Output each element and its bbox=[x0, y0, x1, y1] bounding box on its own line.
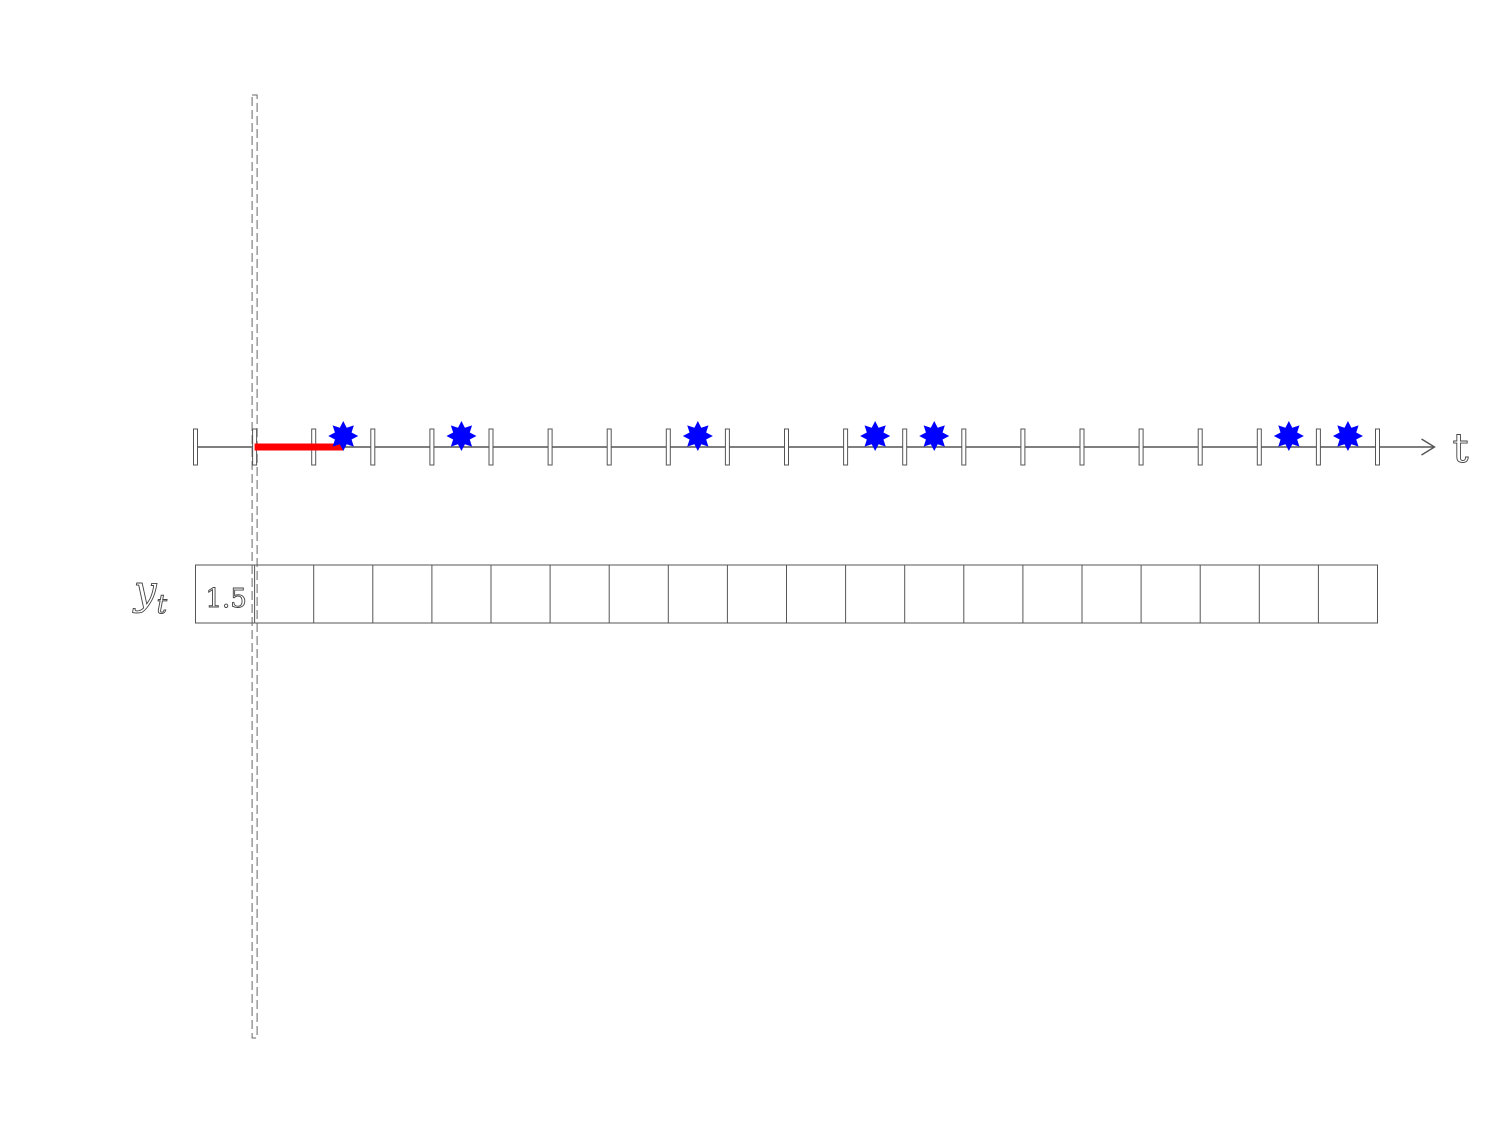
eight-point-star-icon bbox=[860, 421, 891, 451]
axis-tick bbox=[488, 428, 494, 466]
axis-tick bbox=[1315, 428, 1321, 466]
axis-tick bbox=[429, 428, 435, 466]
axis-tick bbox=[1020, 428, 1026, 466]
value-cells: 1.5 bbox=[195, 564, 1378, 624]
arrow-head-icon bbox=[1421, 438, 1436, 456]
axis-tick bbox=[961, 428, 967, 466]
eight-point-star-icon bbox=[446, 421, 477, 451]
axis-tick bbox=[665, 428, 671, 466]
eight-point-star-icon bbox=[1332, 421, 1363, 451]
time-axis: t bbox=[193, 426, 1469, 472]
axis-tick bbox=[1256, 428, 1262, 466]
eight-point-star-icon bbox=[328, 421, 359, 451]
axis-tick bbox=[370, 428, 376, 466]
row-label-y: yt bbox=[132, 568, 168, 620]
axis-tick bbox=[902, 428, 908, 466]
axis-label-t: t bbox=[1453, 426, 1469, 472]
axis-tick bbox=[784, 428, 789, 466]
axis-tick bbox=[606, 428, 612, 466]
value-row: yt 1.5 bbox=[132, 564, 1378, 624]
axis-tick bbox=[1375, 428, 1380, 466]
axis-tick bbox=[193, 428, 198, 466]
event-markers bbox=[328, 421, 1363, 451]
axis-tick bbox=[1138, 428, 1144, 466]
eight-point-star-icon bbox=[1273, 421, 1304, 451]
axis-tick bbox=[1197, 428, 1203, 466]
axis-tick bbox=[1079, 428, 1085, 466]
axis-tick bbox=[843, 428, 849, 466]
axis-tick bbox=[724, 428, 730, 466]
eight-point-star-icon bbox=[919, 421, 950, 451]
cell-value: 1.5 bbox=[206, 584, 247, 614]
axis-tick bbox=[547, 428, 553, 466]
axis-ticks bbox=[193, 428, 1380, 466]
eight-point-star-icon bbox=[682, 421, 713, 451]
